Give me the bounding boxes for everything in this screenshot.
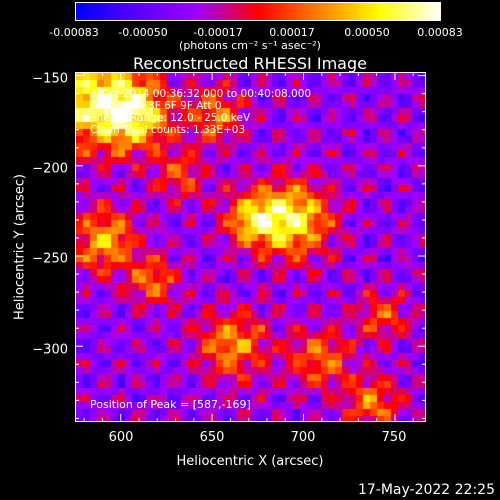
colorbar-tick-label: -0.00083 [49, 26, 99, 39]
x-tick-label: 650 [199, 430, 225, 445]
info-time-range: 3-Oct-2014 00:36:32.000 to 00:40:08.000 [90, 88, 312, 100]
colorbar-tick-label: 0.00050 [344, 26, 390, 39]
x-axis-label: Heliocentric X (arcsec) [176, 454, 324, 469]
x-tick-label: 750 [381, 430, 407, 445]
colorbar [75, 2, 441, 21]
plot-frame [75, 72, 426, 422]
y-tick-label: −250 [32, 251, 68, 267]
colorbar-tick-label: -0.00017 [193, 26, 243, 39]
peak-position-label: Position of Peak = [587,-169] [90, 398, 251, 411]
x-tick-label: 700 [290, 430, 316, 445]
y-tick-label: −150 [32, 71, 68, 87]
info-energy-range: Energy Range: 12.0 - 25.0 keV [90, 112, 251, 124]
info-method-counts: Clean Total counts: 1.33E+03 [90, 124, 246, 136]
info-detectors: Detectors: 3F 6F 9F Att 0 [90, 100, 222, 112]
heatmap-image [76, 73, 425, 421]
colorbar-units-label: (photons cm⁻² s⁻¹ asec⁻²) [179, 39, 321, 52]
y-tick-label: −300 [32, 342, 68, 358]
x-tick-label: 600 [108, 430, 134, 445]
y-tick-label: −200 [32, 161, 68, 177]
colorbar-tick-label: 0.00017 [269, 26, 315, 39]
y-axis-label: Heliocentric Y (arcsec) [12, 174, 28, 320]
footer-timestamp: 17-May-2022 22:25 [357, 482, 495, 498]
colorbar-tick-label: 0.00083 [417, 26, 463, 39]
colorbar-tick-label: -0.00050 [118, 26, 168, 39]
chart-title: Reconstructed RHESSI Image [133, 54, 367, 73]
